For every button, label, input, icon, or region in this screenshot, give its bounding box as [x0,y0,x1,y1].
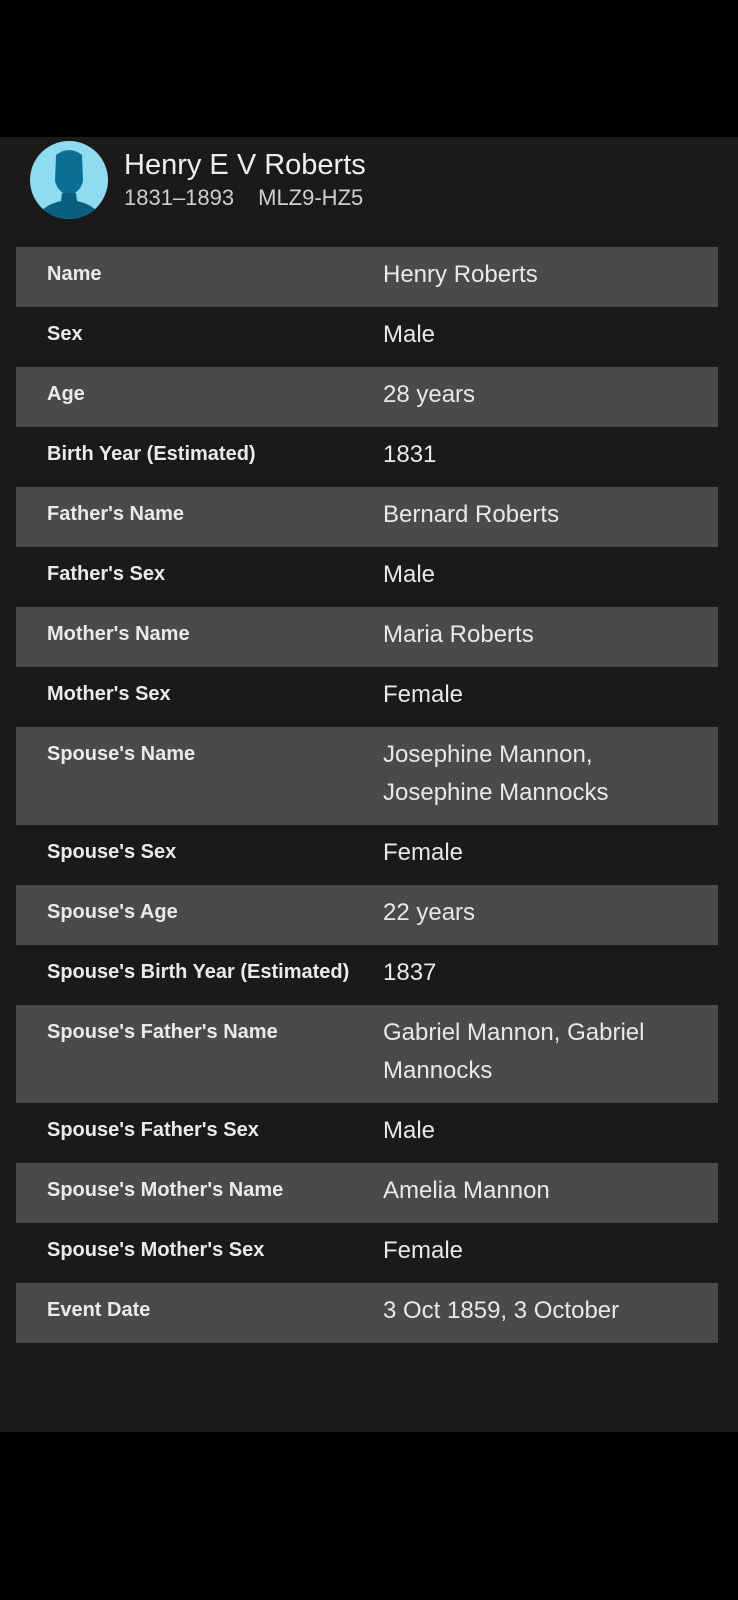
field-value: 3 Oct 1859, 3 October [383,1297,620,1324]
field-label: Spouse's Father's Sex [47,1119,259,1141]
record-details-table: Name Henry Roberts Sex Male Age 28 years Birth… [16,247,718,1419]
field-label: Sex [47,323,83,345]
field-value: Female [383,1237,464,1264]
table-row: Mother's Sex Female [16,667,718,727]
table-row: Spouse's Father's Sex Male [16,1103,718,1163]
person-header[interactable]: Henry E V Roberts 1831–1893 MLZ9-HZ5 [30,141,387,219]
field-label: Spouse's Name [47,743,196,765]
field-value: Gabriel Mannon, Gabriel Mannocks [383,1019,645,1084]
table-row: Spouse's Age 22 years [16,885,718,945]
field-value: Amelia Mannon [383,1177,550,1204]
field-value: Male [383,561,436,588]
field-value: Male [383,321,436,348]
field-value: 28 years [383,381,476,408]
person-silhouette-icon [30,141,108,219]
table-row: Sex Male [16,307,718,367]
field-value: Female [383,681,464,708]
field-label: Spouse's Birth Year (Estimated) [47,961,350,983]
field-label: Spouse's Age [47,901,178,923]
field-value: 1831 [383,441,437,468]
field-label: Spouse's Mother's Name [47,1179,284,1201]
field-label: Father's Sex [47,563,166,585]
field-label: Name [47,263,102,285]
table-row: Spouse's Mother's Sex Female [16,1223,718,1283]
field-label: Mother's Sex [47,683,171,705]
table-row: Spouse's Father's Name Gabriel Mannon, Ga… [16,1005,718,1103]
table-row: Father's Name Bernard Roberts [16,487,718,547]
table-row: Event Date 3 Oct 1859, 3 October [16,1283,718,1343]
field-value: Josephine Mannon, Josephine Mannocks [383,741,609,806]
field-label: Mother's Name [47,623,190,645]
field-label: Spouse's Mother's Sex [47,1239,265,1261]
person-lifespan: 1831–1893 [124,185,235,210]
table-row: Spouse's Name Josephine Mannon, Josephine… [16,727,718,825]
field-label: Birth Year (Estimated) [47,443,256,465]
person-name: Henry E V Roberts [124,149,366,181]
field-value: Henry Roberts [383,261,538,288]
field-value: Female [383,839,464,866]
table-row: Spouse's Birth Year (Estimated) 1837 [16,945,718,1005]
field-value: Male [383,1117,436,1144]
table-row: Spouse's Sex Female [16,825,718,885]
field-label: Spouse's Father's Name [47,1021,278,1043]
field-value: Bernard Roberts [383,501,560,528]
field-value: Maria Roberts [383,621,534,648]
field-value: 1837 [383,959,437,986]
field-label: Spouse's Sex [47,841,177,863]
table-row: Name Henry Roberts [16,247,718,307]
field-label: Father's Name [47,503,185,525]
field-label: Event Date [47,1299,151,1321]
field-label: Age [47,383,85,405]
table-row: Age 28 years [16,367,718,427]
field-value: 22 years [383,899,476,926]
record-screen: Henry E V Roberts 1831–1893 MLZ9-HZ5 Name… [0,137,738,1432]
table-row: Birth Year (Estimated) 1831 [16,427,718,487]
person-id: MLZ9-HZ5 [258,185,364,210]
table-row: Spouse's Mother's Name Amelia Mannon [16,1163,718,1223]
table-row: Father's Sex Male [16,547,718,607]
table-row: Mother's Name Maria Roberts [16,607,718,667]
